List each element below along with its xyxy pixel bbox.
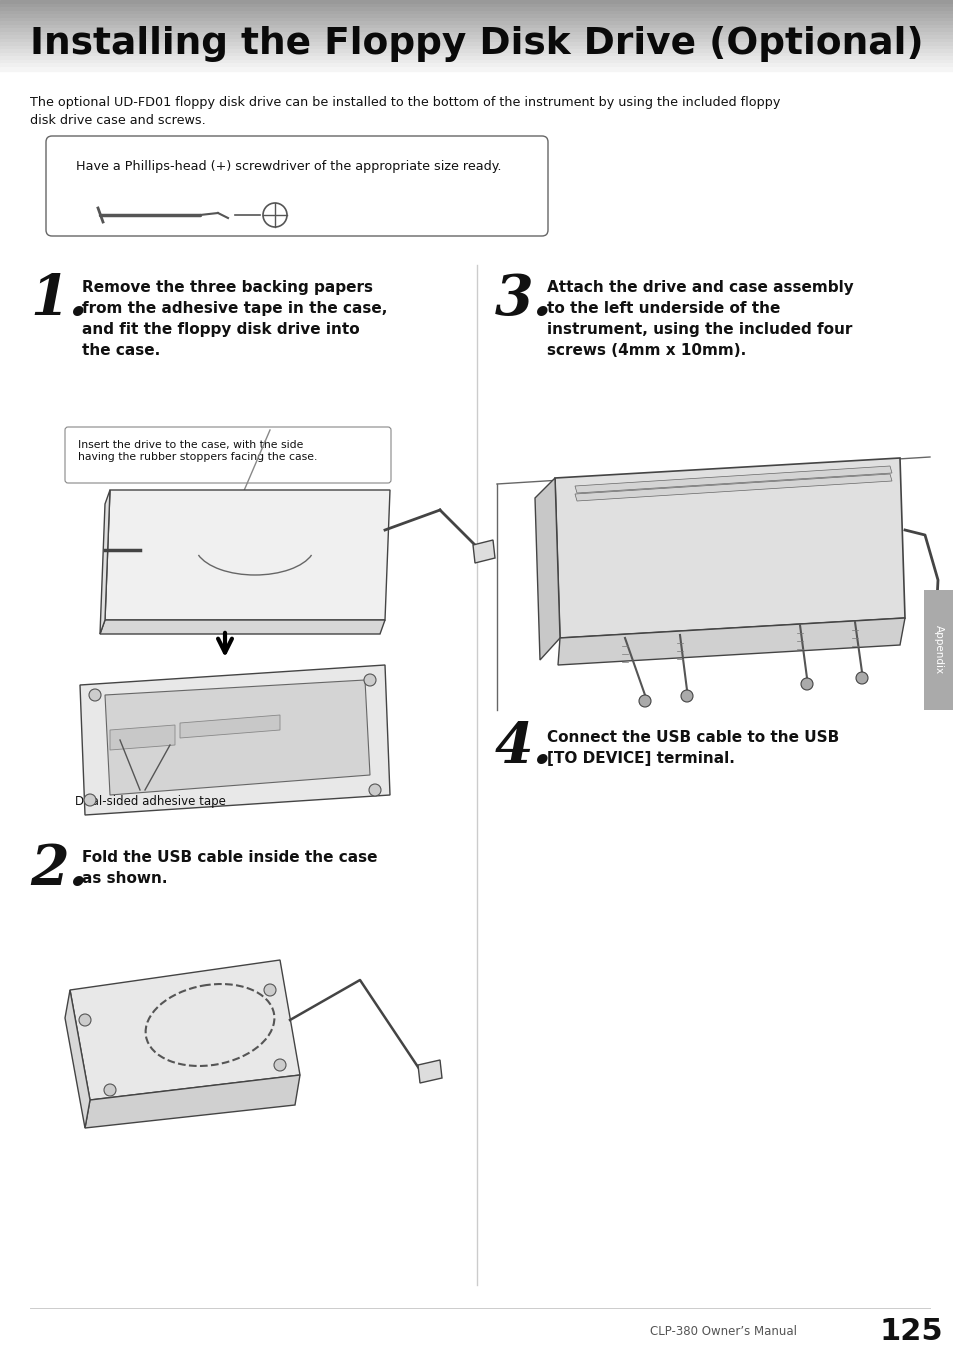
Circle shape: [264, 984, 275, 996]
Bar: [0, 35, 953, 39]
Polygon shape: [575, 466, 891, 493]
Circle shape: [104, 1084, 116, 1096]
Polygon shape: [105, 490, 390, 620]
Polygon shape: [70, 961, 299, 1100]
Text: The optional UD-FD01 floppy disk drive can be installed to the bottom of the ins: The optional UD-FD01 floppy disk drive c…: [30, 96, 780, 127]
Bar: [0, 7, 953, 11]
Bar: [0, 46, 953, 50]
Polygon shape: [105, 680, 370, 794]
Text: CLP-380 Owner’s Manual: CLP-380 Owner’s Manual: [649, 1325, 796, 1337]
Text: 3.: 3.: [495, 272, 553, 327]
Text: Remove the three backing papers
from the adhesive tape in the case,
and fit the : Remove the three backing papers from the…: [82, 280, 387, 358]
FancyBboxPatch shape: [46, 136, 547, 236]
Bar: [0, 63, 953, 68]
Polygon shape: [80, 665, 390, 815]
Text: 4.: 4.: [495, 720, 553, 775]
Circle shape: [369, 784, 380, 796]
Bar: [0, 11, 953, 15]
Text: Have a Phillips-head (+) screwdriver of the appropriate size ready.: Have a Phillips-head (+) screwdriver of …: [76, 159, 501, 173]
Bar: [0, 28, 953, 32]
Polygon shape: [473, 540, 495, 563]
Circle shape: [639, 694, 650, 707]
Text: Dual-sided adhesive tape: Dual-sided adhesive tape: [75, 794, 226, 808]
Polygon shape: [100, 620, 385, 634]
Polygon shape: [65, 990, 90, 1128]
Text: 1.: 1.: [30, 272, 88, 327]
Text: Installing the Floppy Disk Drive (Optional): Installing the Floppy Disk Drive (Option…: [30, 26, 923, 62]
Circle shape: [801, 678, 812, 690]
Polygon shape: [575, 474, 891, 501]
Polygon shape: [85, 1075, 299, 1128]
Polygon shape: [180, 715, 280, 738]
Text: Attach the drive and case assembly
to the left underside of the
instrument, usin: Attach the drive and case assembly to th…: [546, 280, 853, 358]
Polygon shape: [110, 725, 174, 750]
Text: Fold the USB cable inside the case
as shown.: Fold the USB cable inside the case as sh…: [82, 850, 377, 886]
Bar: [0, 18, 953, 22]
Bar: [0, 31, 953, 35]
Circle shape: [680, 690, 692, 703]
Circle shape: [84, 794, 96, 807]
Bar: [0, 14, 953, 18]
Bar: [0, 0, 953, 4]
Polygon shape: [924, 636, 949, 663]
Polygon shape: [417, 1061, 441, 1084]
Bar: [0, 53, 953, 57]
Bar: [0, 42, 953, 46]
Bar: [0, 4, 953, 8]
FancyBboxPatch shape: [65, 427, 391, 484]
Polygon shape: [100, 490, 110, 634]
Polygon shape: [558, 617, 904, 665]
Bar: [0, 22, 953, 26]
Circle shape: [364, 674, 375, 686]
Bar: [0, 66, 953, 70]
Bar: [0, 59, 953, 63]
Bar: [923, 590, 953, 711]
Circle shape: [89, 689, 101, 701]
Text: 125: 125: [879, 1317, 943, 1346]
Bar: [0, 55, 953, 59]
Text: Appendix: Appendix: [933, 626, 943, 674]
Bar: [0, 49, 953, 53]
Circle shape: [79, 1015, 91, 1025]
Polygon shape: [535, 478, 559, 661]
Bar: [0, 24, 953, 28]
Text: 2.: 2.: [30, 842, 88, 897]
Bar: [0, 38, 953, 42]
Polygon shape: [555, 458, 904, 638]
Circle shape: [274, 1059, 286, 1071]
Circle shape: [855, 671, 867, 684]
Text: Insert the drive to the case, with the side
having the rubber stoppers facing th: Insert the drive to the case, with the s…: [78, 440, 317, 462]
Text: Connect the USB cable to the USB
[TO DEVICE] terminal.: Connect the USB cable to the USB [TO DEV…: [546, 730, 839, 766]
